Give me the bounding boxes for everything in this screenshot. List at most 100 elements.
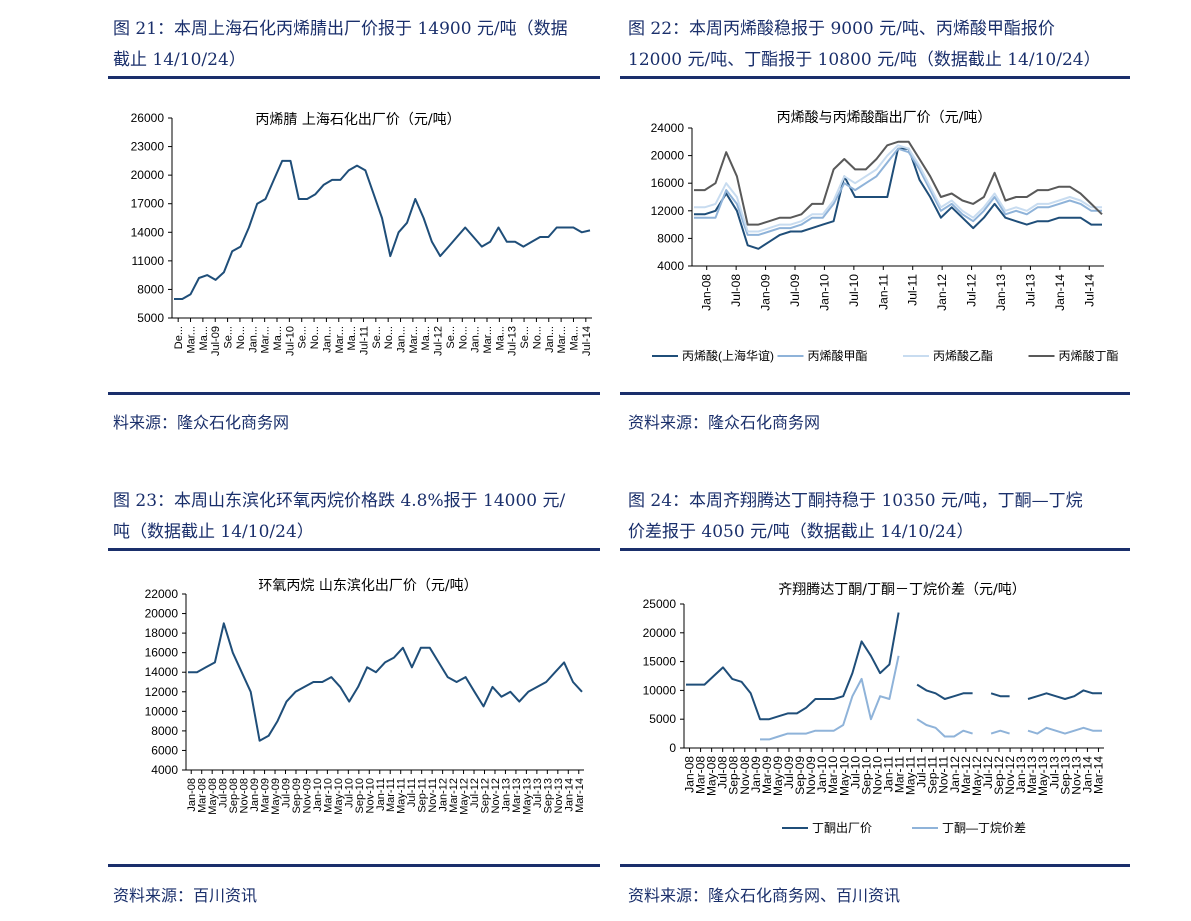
x-tick-label: Jan... (247, 326, 259, 353)
y-tick-label: 10000 (643, 683, 677, 697)
y-tick-label: 22000 (145, 587, 179, 601)
x-tick-label: Jul-14 (1082, 274, 1096, 307)
chart-acrylonitrile-price: 丙烯腈 上海石化出厂价（元/吨） 5000 8000 11000 14000 17000 2… (131, 111, 593, 356)
x-tick-label: Jan-08 (186, 778, 198, 812)
legend-label: 丙烯酸丁酯 (1059, 348, 1119, 363)
caption-fig23: 图 23：本周山东滨化环氧丙烷价格跌 4.8%报于 14000 元/ 吨（数据截… (113, 491, 566, 542)
x-tick-label: May-09 (270, 778, 282, 815)
x-tick-label: Mar-09 (260, 778, 272, 813)
y-tick-label: 20000 (643, 626, 677, 640)
x-tick-label: Sep-11 (417, 778, 429, 813)
y-tick-label: 12000 (651, 204, 685, 218)
x-tick-label: Jan-10 (815, 756, 829, 793)
divider-lower-right (620, 548, 1130, 551)
x-tick-label: Nov-08 (738, 756, 752, 795)
x-tick-label: Se... (519, 326, 531, 349)
series-line (174, 159, 591, 300)
x-tick-label: Jan-14 (1080, 756, 1094, 793)
x-tick-label: Jul-09 (210, 326, 222, 356)
x-tick-label: Jul-10 (848, 756, 862, 789)
x-tick-label: Se... (445, 326, 457, 349)
y-tick-label: 0 (669, 741, 676, 755)
divider-lower-left (108, 548, 600, 551)
x-tick-label: Nov-13 (553, 778, 565, 813)
x-tick-label: Se... (371, 326, 383, 349)
x-tick-label: Ma... (420, 326, 432, 350)
x-tick-label: Mar-13 (511, 778, 523, 813)
legend-label: 丁酮出厂价 (812, 821, 872, 835)
divider-bottom-right (620, 864, 1130, 867)
x-tick-label: No... (383, 326, 395, 349)
x-tick-label: Jan... (544, 326, 556, 353)
series-line (686, 612, 1102, 721)
y-tick-label: 20000 (145, 607, 179, 621)
divider-bottom-left (108, 864, 600, 867)
x-tick-label: Ma... (272, 326, 284, 350)
x-tick-label: Jan... (470, 326, 482, 353)
x-tick-label: Jan-13 (500, 778, 512, 812)
x-tick-label: Mar-08 (694, 756, 708, 794)
caption-fig24: 图 24：本周齐翔腾达丁酮持稳于 10350 元/吨，丁酮—丁烷 价差报于 40… (628, 491, 1083, 542)
x-tick-label: Jul-12 (433, 326, 445, 356)
x-tick-label: Ma... (494, 326, 506, 350)
chart-propylene-oxide-price: 环氧丙烷 山东滨化出厂价（元/吨） 4000 6000 8000 10000 12000 1… (145, 578, 586, 815)
x-tick-label: Ma... (568, 326, 580, 350)
x-tick-label: Jul-09 (782, 756, 796, 789)
x-tick-label: Jul-12 (965, 274, 979, 307)
x-tick-label: Mar... (334, 326, 346, 354)
x-tick-label: May-09 (771, 756, 785, 796)
series-line (694, 147, 1102, 236)
x-tick-label: Mar-12 (448, 778, 460, 813)
x-tick-label: May-11 (904, 756, 918, 795)
series-line (694, 147, 1102, 250)
legend-label: 丙烯酸乙酯 (933, 348, 993, 363)
x-tick-label: Jul-13 (507, 326, 519, 356)
x-tick-label: Jan-11 (375, 778, 387, 811)
x-tick-label: Mar-11 (385, 778, 397, 812)
chart-title: 丙烯腈 上海石化出厂价（元/吨） (255, 112, 460, 128)
x-tick-label: Nov-12 (490, 778, 502, 813)
y-tick-label: 20000 (651, 149, 685, 163)
y-tick-label: 24000 (651, 121, 685, 135)
x-tick-label: Jul-13 (532, 778, 544, 808)
x-tick-label: Sep-09 (793, 756, 807, 795)
source-fig22: 资料来源：隆众石化商务网 (628, 413, 821, 432)
x-tick-label: Mar-12 (959, 756, 973, 794)
x-tick-label: Jul-08 (218, 778, 230, 808)
x-tick-label: Jan-11 (881, 756, 895, 792)
x-tick-label: Jan-14 (1053, 274, 1067, 311)
y-tick-label: 4000 (657, 259, 684, 273)
x-tick-label: Sep-13 (542, 778, 554, 813)
x-tick-label: Mar-13 (1025, 756, 1039, 794)
x-tick-label: Mar... (556, 326, 568, 354)
x-tick-label: Jul-10 (284, 326, 296, 356)
divider-mid-left (108, 392, 600, 395)
divider-top-left (108, 76, 600, 79)
x-tick-label: Se... (297, 326, 309, 349)
x-tick-label: Jan-12 (438, 778, 450, 812)
y-tick-label: 10000 (145, 704, 179, 718)
x-tick-label: Nov-09 (301, 778, 313, 813)
chart-title: 齐翔腾达丁酮/丁酮－丁烷价差（元/吨） (778, 581, 1025, 598)
x-tick-label: Jul-13 (1023, 274, 1037, 307)
x-tick-label: Jan-09 (759, 274, 773, 311)
y-tick-label: 15000 (643, 655, 677, 669)
y-tick-label: 4000 (151, 763, 178, 777)
x-tick-label: Sep-11 (926, 756, 940, 794)
x-tick-label: De... (173, 326, 185, 349)
x-tick-label: May-13 (1036, 756, 1050, 796)
y-tick-label: 8000 (151, 724, 178, 738)
x-tick-label: Nov-10 (870, 756, 884, 795)
x-tick-label: May-12 (970, 756, 984, 796)
x-tick-label: Nov-09 (804, 756, 818, 795)
y-tick-label: 16000 (651, 176, 685, 190)
caption-fig22: 图 22：本周丙烯酸稳报于 9000 元/吨、丙烯酸甲酯报价 12000 元/吨… (628, 19, 1101, 70)
x-tick-label: Jan-10 (312, 778, 324, 812)
x-tick-label: Jan-08 (683, 756, 697, 793)
x-tick-label: Ma... (346, 326, 358, 350)
x-tick-label: Jan-13 (1014, 756, 1028, 793)
y-tick-label: 14000 (131, 225, 165, 239)
chart-acrylic-acid-esters-price: 丙烯酸与丙烯酸酯出厂价（元/吨） 4000 8000 12000 16000 20000 2… (651, 110, 1119, 363)
x-tick-label: Jan-12 (935, 274, 949, 311)
x-tick-label: May-10 (837, 756, 851, 796)
